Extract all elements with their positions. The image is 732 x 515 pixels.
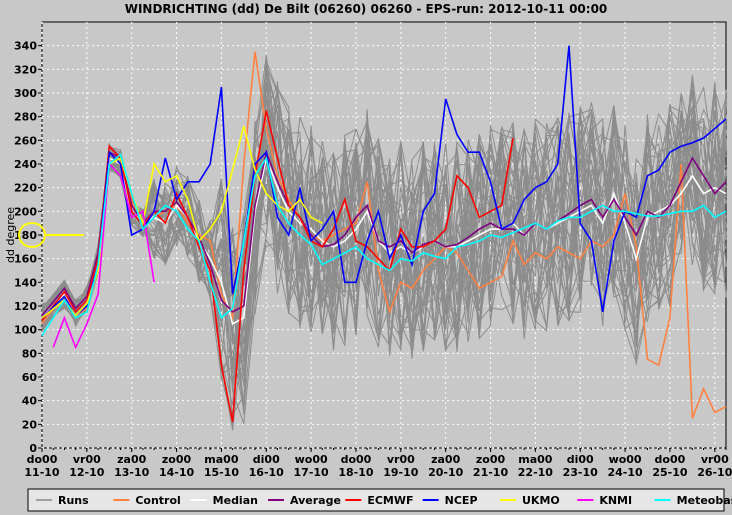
y-tick-label: 60	[22, 371, 38, 384]
x-tick-date: 20-10	[428, 466, 464, 479]
x-tick-day: vr00	[701, 453, 729, 466]
series-line-average	[41, 149, 727, 317]
x-tick-day: di00	[253, 453, 280, 466]
x-tick-date: 19-10	[383, 466, 419, 479]
y-tick-label: 200	[14, 205, 37, 218]
x-tick-day: wo00	[609, 453, 642, 466]
y-axis-label: dd degree	[4, 207, 17, 263]
x-tick-date: 25-10	[652, 466, 688, 479]
series-line-ncep	[41, 45, 727, 319]
legend-label: Median	[213, 494, 258, 507]
legend-box	[27, 488, 725, 512]
y-tick-label: 80	[22, 347, 38, 360]
x-tick-date: 15-10	[204, 466, 240, 479]
ensemble-run-line	[41, 106, 727, 384]
x-tick-day: do00	[655, 453, 686, 466]
y-tick-label: 120	[14, 300, 37, 313]
x-tick-date: 23-10	[563, 466, 599, 479]
ensemble-run-line	[41, 86, 727, 406]
y-tick-label: 40	[22, 395, 38, 408]
legend-label: Control	[135, 494, 180, 507]
chart-title: WINDRICHTING (dd) De Bilt (06260) 06260 …	[125, 2, 608, 16]
y-tick-label: 220	[14, 182, 37, 195]
ensemble-run-line	[41, 93, 727, 377]
series-line-ecmwf	[41, 110, 514, 423]
x-tick-day: vr00	[387, 453, 415, 466]
x-tick-date: 21-10	[473, 466, 509, 479]
legend-label: Meteobase	[677, 494, 732, 507]
y-tick-label: 180	[14, 229, 37, 242]
legend: Runs Control Median Average ECMWF NCEP UKMO KNM…	[27, 488, 732, 512]
x-tick-day: ma00	[518, 453, 553, 466]
y-tick-label: 300	[14, 87, 37, 100]
x-tick-date: 13-10	[114, 466, 150, 479]
y-tick-label: 160	[14, 253, 37, 266]
x-tick-date: 12-10	[69, 466, 105, 479]
y-tick-label: 260	[14, 134, 37, 147]
x-tick-date: 14-10	[159, 466, 195, 479]
x-tick-date: 26-10	[697, 466, 732, 479]
x-tick-date: 17-10	[294, 466, 330, 479]
legend-label: Average	[290, 494, 341, 507]
x-tick-day: vr00	[73, 453, 101, 466]
x-tick-day: za00	[431, 453, 460, 466]
y-tick-label: 340	[14, 40, 37, 53]
ensemble-run-line	[41, 82, 727, 410]
legend-label: ECMWF	[367, 494, 413, 507]
y-tick-label: 20	[22, 418, 38, 431]
series-line-meteobase	[41, 153, 727, 337]
x-tick-day: wo00	[295, 453, 328, 466]
legend-label: UKMO	[522, 494, 560, 507]
x-tick-day: ma00	[204, 453, 239, 466]
ensemble-run-line	[41, 59, 727, 357]
x-tick-date: 11-10	[24, 466, 60, 479]
x-tick-day: do00	[27, 453, 58, 466]
plot-area: 0 20 40 60 80 100 120 140 160 180 200 220 240 260 280 3…	[14, 21, 732, 479]
legend-label: Runs	[58, 494, 89, 507]
x-tick-day: zo00	[162, 453, 192, 466]
legend-label: KNMI	[599, 494, 632, 507]
x-tick-day: di00	[567, 453, 594, 466]
y-tick-label: 320	[14, 63, 37, 76]
x-tick-day: za00	[117, 453, 146, 466]
ensemble-run-line	[41, 141, 727, 423]
x-tick-date: 18-10	[338, 466, 374, 479]
ensemble-run-line	[41, 88, 727, 364]
x-tick-date: 24-10	[607, 466, 643, 479]
y-tick-label: 240	[14, 158, 37, 171]
x-tick-day: zo00	[476, 453, 506, 466]
legend-label: NCEP	[445, 494, 478, 507]
y-tick-label: 0	[29, 442, 37, 455]
y-tick-label: 140	[14, 276, 37, 289]
x-tick-date: 16-10	[249, 466, 285, 479]
y-tick-label: 280	[14, 111, 37, 124]
y-tick-label: 100	[14, 324, 37, 337]
x-tick-date: 22-10	[518, 466, 554, 479]
x-tick-day: do00	[341, 453, 372, 466]
series-line-knmi	[52, 162, 155, 350]
